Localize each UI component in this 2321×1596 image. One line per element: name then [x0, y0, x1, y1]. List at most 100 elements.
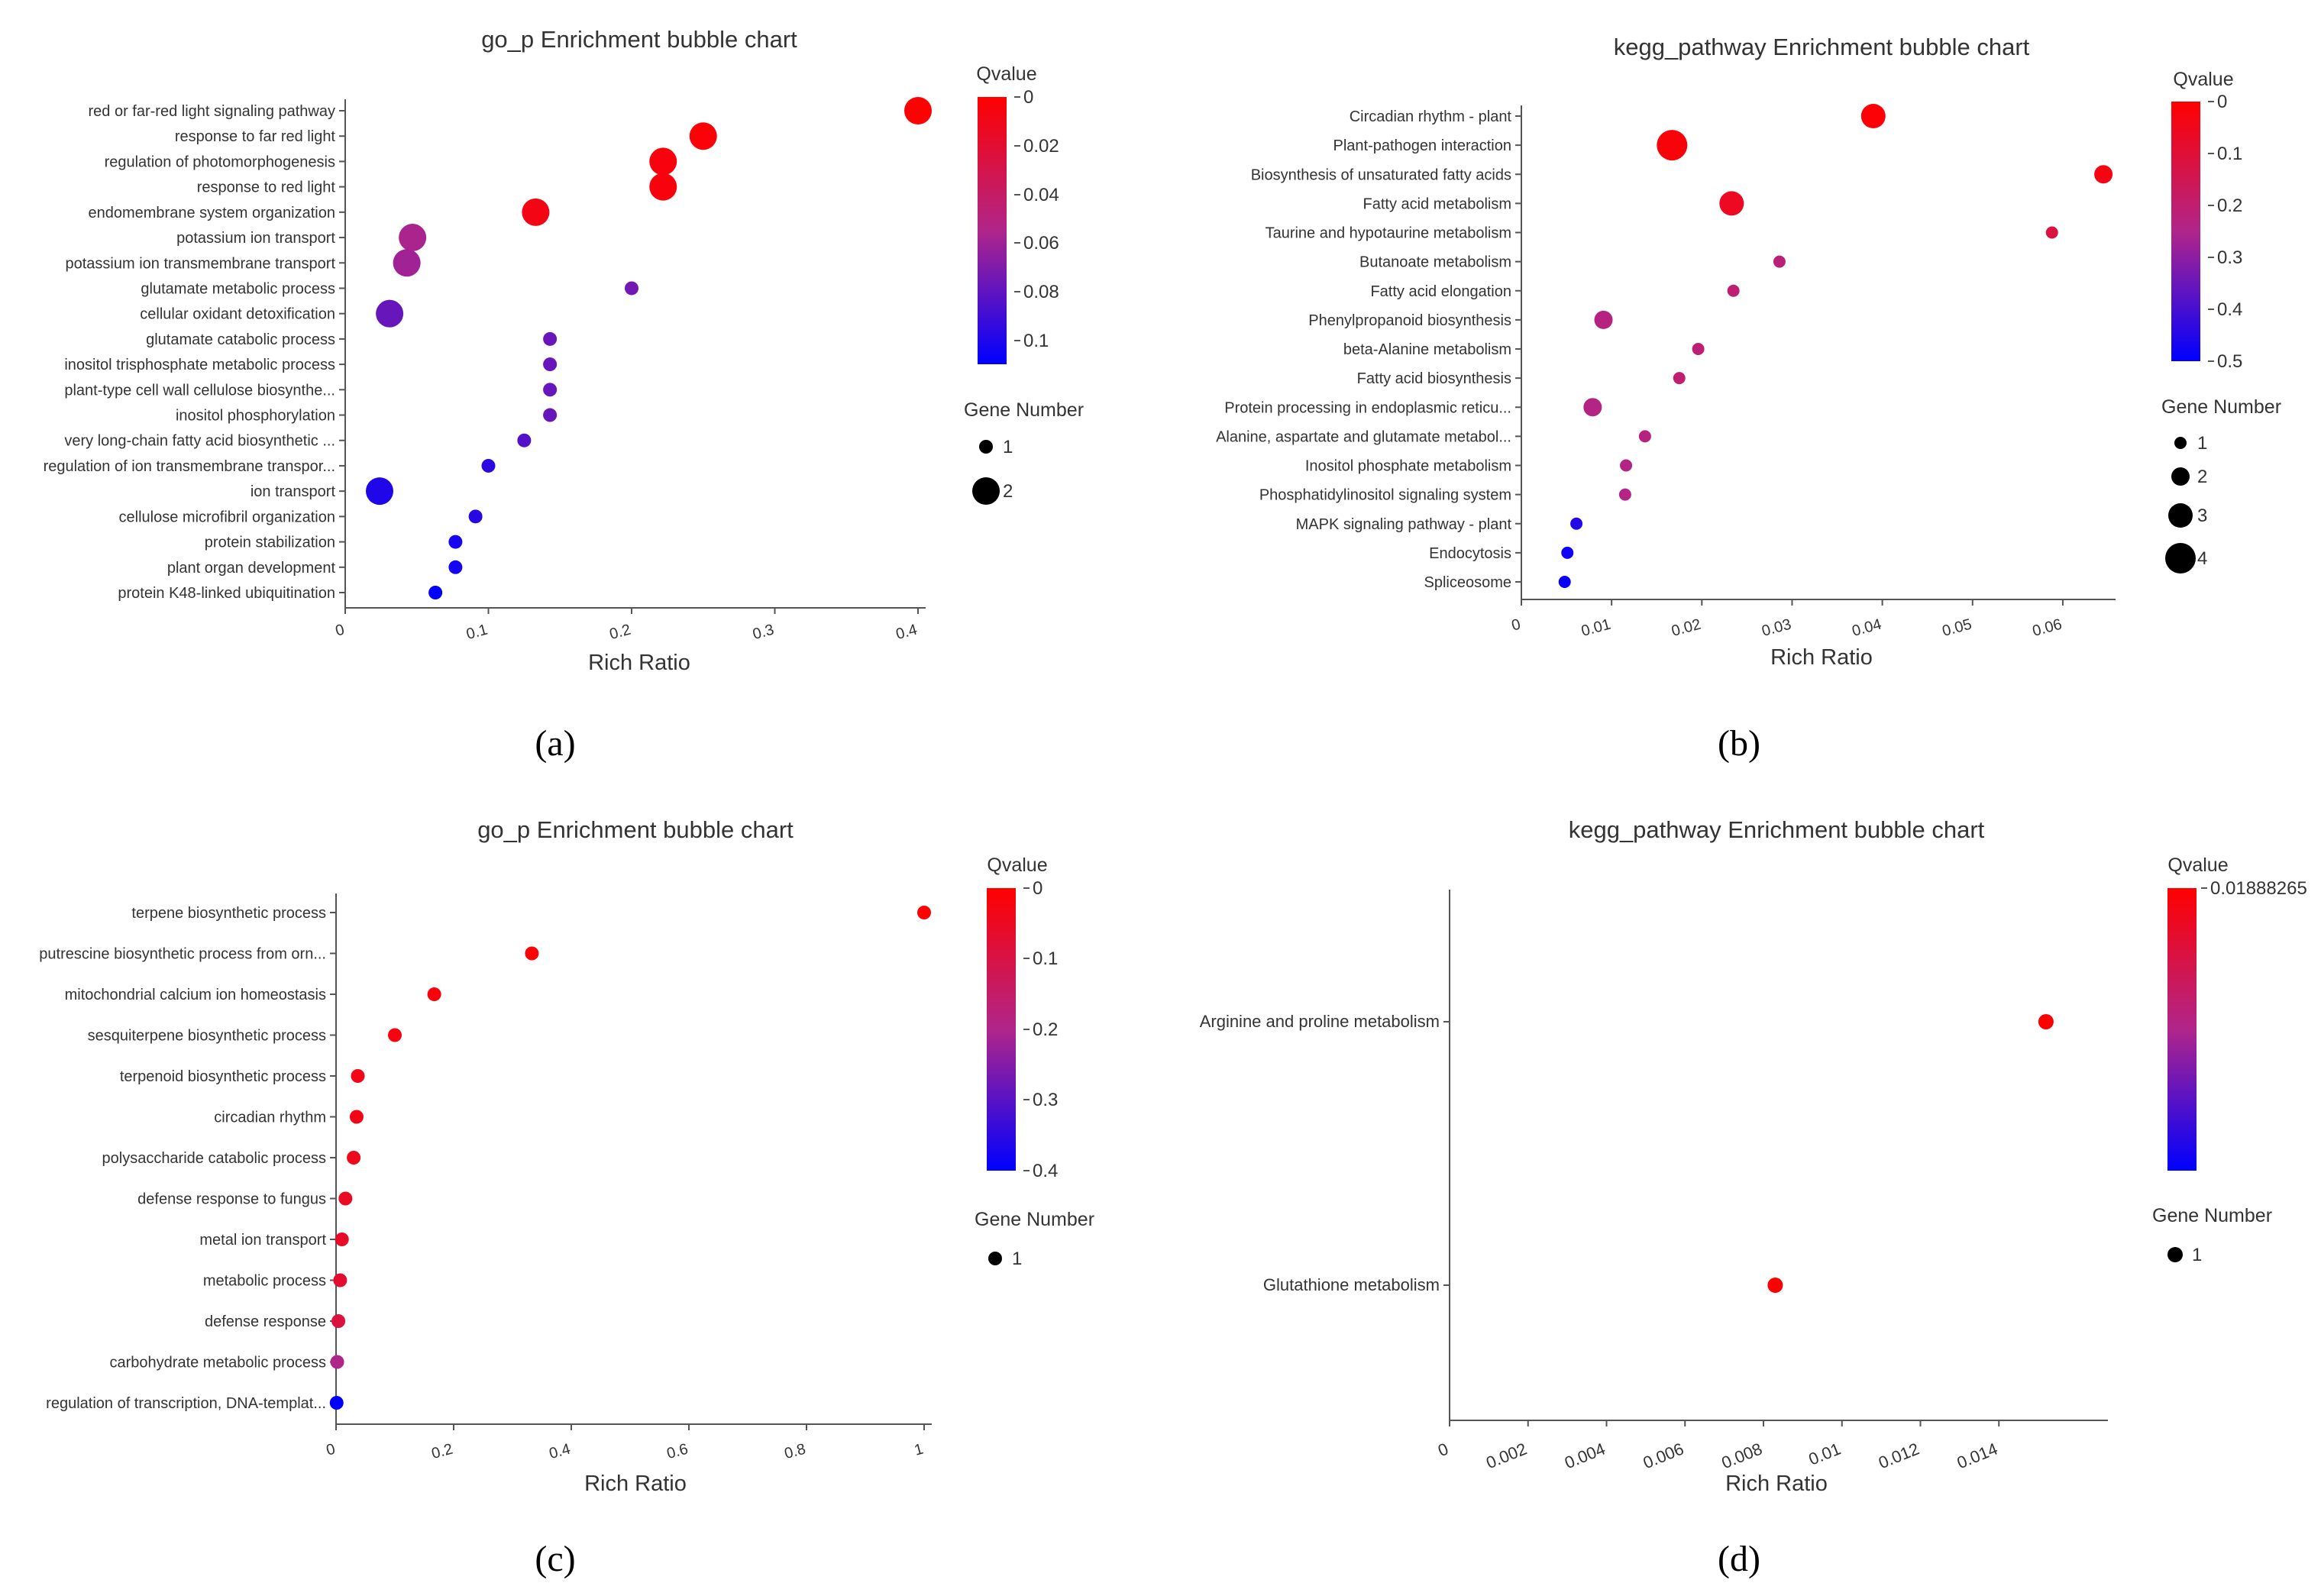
bubble [399, 224, 427, 252]
x-tick-label: 0.002 [1483, 1439, 1529, 1472]
panel-d-gene-number-title: Gene Number [2152, 1205, 2272, 1226]
gene-number-dot [2165, 543, 2196, 573]
panel-b-y-labels: Circadian rhythm - plant Plant-pathogen i… [1216, 108, 1521, 591]
y-category-label: mitochondrial calcium ion homeostasis [65, 987, 326, 1003]
y-category-label: sesquiterpene biosynthetic process [88, 1028, 326, 1045]
panel-b-label: (b) [1718, 723, 1760, 764]
panel-a-axes [344, 99, 926, 609]
bubble [331, 1314, 346, 1328]
y-category-label: protein K48-linked ubiquitination [118, 585, 335, 602]
gene-number-dot [972, 477, 1000, 505]
qvalue-tick-label: 0.1 [1023, 331, 1049, 351]
qvalue-tick-label: 0.4 [1033, 1161, 1058, 1181]
panel-d: kegg_pathway Enrichment bubble chart Arg… [1200, 816, 2307, 1579]
bubble [1767, 1278, 1783, 1293]
panel-d-label: (d) [1718, 1539, 1760, 1579]
panel-a-title: go_p Enrichment bubble chart [481, 26, 797, 53]
bubble [427, 987, 441, 1001]
bubble [917, 906, 931, 919]
x-tick-label: 0.008 [1718, 1439, 1764, 1472]
bubble [1561, 546, 1574, 559]
panel-a-gene-number-title: Gene Number [964, 399, 1084, 421]
bubble [649, 173, 677, 201]
bubble [904, 97, 932, 124]
bubble [649, 147, 677, 176]
x-tick-label: 0.004 [1562, 1439, 1608, 1472]
y-category-label: Endocytosis [1429, 545, 1511, 562]
bubble [388, 1028, 402, 1042]
bubble [1583, 398, 1602, 417]
bubble [1692, 343, 1705, 355]
x-tick-label: 0 [334, 622, 346, 640]
bubble [1618, 488, 1631, 501]
y-category-label: response to far red light [175, 128, 336, 145]
gene-number-dot [2167, 1247, 2183, 1262]
y-category-label: Circadian rhythm - plant [1350, 108, 1512, 125]
panel-d-qvalue-colorbar [2167, 888, 2197, 1171]
qvalue-tick-label: 0.5 [2217, 351, 2242, 372]
panel-b-gene-number-legend: 1 2 3 4 [2165, 433, 2207, 573]
y-category-label: Butanoate metabolism [1359, 254, 1511, 271]
bubble [689, 122, 717, 150]
panel-c-y-labels: terpene biosynthetic process putrescine b… [39, 905, 336, 1412]
y-category-label: response to red light [197, 179, 336, 196]
bubble [1620, 459, 1633, 472]
gene-number-dot [988, 1252, 1002, 1265]
bubble [376, 299, 404, 328]
y-category-label: Spliceosome [1424, 574, 1511, 591]
x-tick-label: 0.4 [894, 622, 920, 643]
y-category-label: cellulose microfibril organization [119, 509, 335, 525]
y-category-label: plant organ development [167, 560, 336, 577]
y-category-label: Phenylpropanoid biosynthesis [1308, 312, 1511, 329]
panel-d-x-axis-title: Rich Ratio [1725, 1472, 1828, 1496]
bubble [1673, 372, 1686, 385]
y-category-label: Phosphatidylinositol signaling system [1259, 487, 1511, 504]
qvalue-tick-label: 0 [1033, 878, 1043, 899]
y-category-label: metal ion transport [199, 1232, 326, 1249]
panel-b-axes [1521, 105, 2116, 600]
bubble [1558, 576, 1571, 588]
panel-d-gene-number-legend: 1 [2167, 1245, 2202, 1265]
y-category-label: Fatty acid elongation [1370, 283, 1511, 300]
x-tick-label: 0.06 [2031, 616, 2064, 640]
x-tick-label: 0.8 [783, 1441, 808, 1462]
panel-a-x-ticks: 0 0.1 0.2 0.3 0.4 [334, 608, 919, 643]
x-tick-label: 0 [325, 1441, 337, 1459]
y-category-label: terpene biosynthetic process [131, 905, 326, 922]
y-category-label: Protein processing in endoplasmic reticu… [1224, 399, 1511, 416]
y-category-label: metabolic process [203, 1273, 326, 1290]
bubble [1860, 104, 1886, 128]
panel-b-x-axis-title: Rich Ratio [1770, 645, 1873, 670]
bubble [525, 946, 539, 961]
panel-d-qvalue-title: Qvalue [2167, 855, 2228, 876]
qvalue-tick-label: 0.08 [1023, 282, 1059, 302]
y-category-label: red or far-red light signaling pathway [88, 103, 335, 120]
gene-number-label: 1 [2192, 1245, 2202, 1265]
panel-a-bubbles [366, 97, 932, 599]
panel-b-qvalue-colorbar [2171, 102, 2200, 361]
y-category-label: endomembrane system organization [88, 205, 335, 221]
qvalue-tick-label: 0.3 [2217, 247, 2242, 268]
x-tick-label: 0.4 [548, 1441, 573, 1462]
y-category-label: MAPK signaling pathway - plant [1296, 516, 1512, 533]
qvalue-tick-label: 0.4 [2217, 299, 2242, 320]
y-category-label: ion transport [251, 483, 336, 500]
y-category-label: defense response [205, 1313, 326, 1330]
bubble [2038, 1014, 2054, 1029]
panel-c-gene-number-legend: 1 [988, 1249, 1022, 1269]
bubble [543, 331, 558, 346]
bubble [393, 249, 421, 277]
panel-c-qvalue-colorbar [987, 888, 1016, 1171]
y-category-label: potassium ion transmembrane transport [66, 255, 336, 272]
gene-number-dot [2171, 467, 2190, 486]
bubble [2045, 226, 2058, 239]
gene-number-dot [979, 440, 993, 454]
x-tick-label: 0.04 [1851, 616, 1883, 640]
x-tick-label: 0.6 [665, 1441, 690, 1462]
bubble [428, 586, 443, 599]
panel-b-qvalue-ticks: 0 0.1 0.2 0.3 0.4 0.5 [2208, 92, 2242, 372]
panel-a-y-labels: red or far-red light signaling pathway re… [44, 103, 345, 602]
gene-number-dot [2174, 437, 2187, 449]
x-tick-label: 0.05 [1941, 616, 1973, 640]
bubble [448, 560, 463, 574]
